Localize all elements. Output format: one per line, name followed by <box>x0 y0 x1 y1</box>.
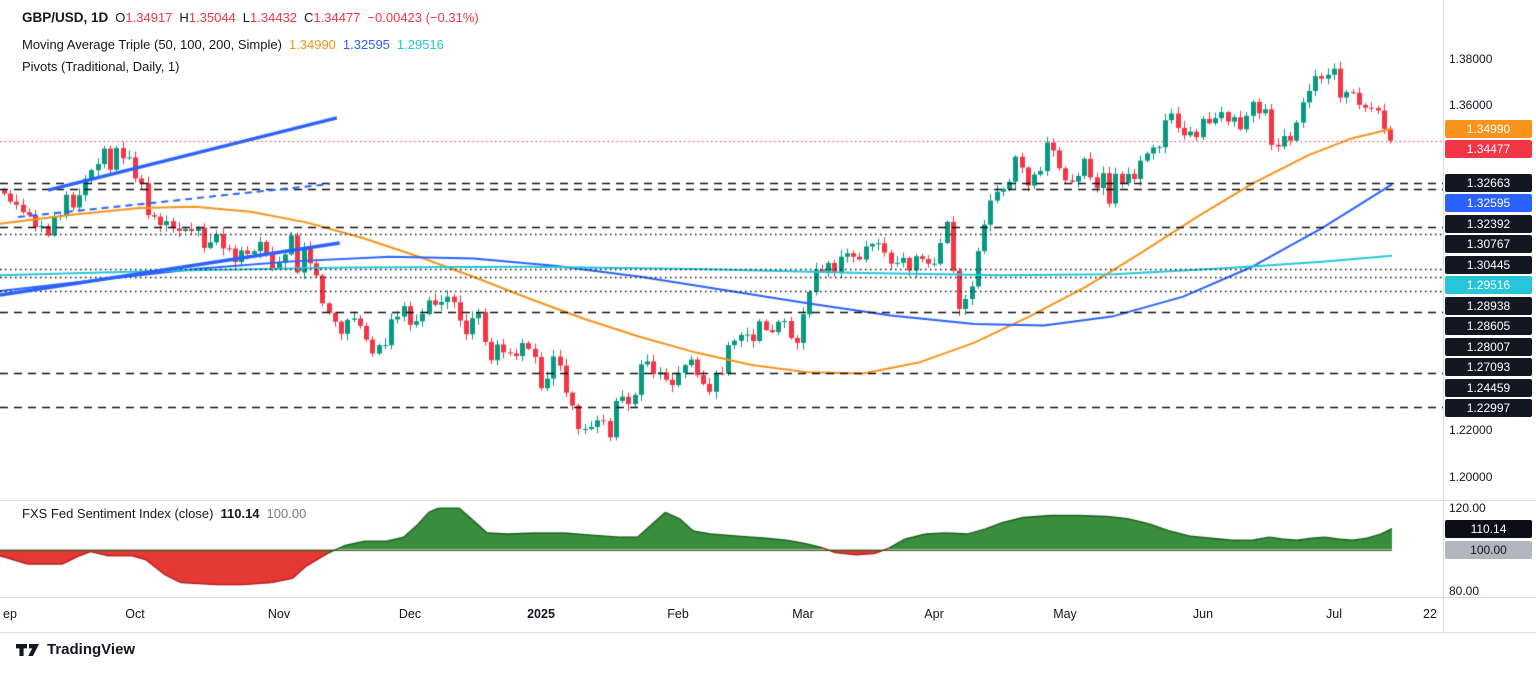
symbol-title[interactable]: GBP/USD, 1D <box>22 10 109 25</box>
price-badge: 1.29516 <box>1445 276 1532 295</box>
price-badge: 1.28605 <box>1445 317 1532 336</box>
price-badge: 1.22997 <box>1445 399 1532 418</box>
chart-plot-canvas[interactable] <box>0 0 1443 632</box>
price-badge: 1.30767 <box>1445 235 1532 254</box>
ohlc-close: C1.34477 <box>304 10 361 25</box>
sentiment-value: 110.14 <box>220 506 260 521</box>
price-badge: 1.34477 <box>1445 140 1532 159</box>
pivots-study-legend[interactable]: Pivots (Traditional, Daily, 1) <box>22 59 180 74</box>
ohlc-open: O1.34917 <box>115 10 173 25</box>
price-badge: 1.28007 <box>1445 337 1532 356</box>
sentiment-axis-tick: 80.00 <box>1449 583 1480 598</box>
sentiment-baseline-value: 100.00 <box>266 506 307 521</box>
ohlc-low: L1.34432 <box>242 10 298 25</box>
price-axis[interactable]: 1.380001.360001.340001.220001.20000120.0… <box>1443 0 1536 632</box>
time-axis-label: ep <box>3 607 17 621</box>
ma50-value: 1.34990 <box>288 37 336 52</box>
price-axis-tick: 1.22000 <box>1449 423 1493 438</box>
price-axis-separator <box>1443 0 1444 632</box>
time-axis-label: Mar <box>792 607 814 621</box>
time-axis-label: 2025 <box>527 607 555 621</box>
time-axis-label: Dec <box>398 607 422 621</box>
pane-separator[interactable] <box>0 500 1536 501</box>
footer-separator <box>0 632 1536 633</box>
time-axis-label: 22 <box>1423 607 1437 621</box>
time-axis-label: Feb <box>667 607 689 621</box>
time-axis-label: Apr <box>924 607 944 621</box>
time-axis-label: Oct <box>125 607 145 621</box>
price-axis-tick: 1.36000 <box>1449 98 1493 113</box>
price-badge: 1.24459 <box>1445 378 1532 397</box>
main-series-legend[interactable]: GBP/USD, 1D O1.34917 H1.35044 L1.34432 C… <box>22 10 479 25</box>
ma-study-legend[interactable]: Moving Average Triple (50, 100, 200, Sim… <box>22 37 444 52</box>
price-axis-tick: 1.38000 <box>1449 51 1493 66</box>
sentiment-study-title[interactable]: FXS Fed Sentiment Index (close) <box>22 506 214 521</box>
ohlc-high: H1.35044 <box>179 10 236 25</box>
time-axis-separator <box>0 597 1536 598</box>
tradingview-logo-text: TradingView <box>47 641 136 658</box>
sentiment-badge: 100.00 <box>1445 540 1532 559</box>
change-value: −0.00423 (−0.31%) <box>367 10 479 25</box>
time-axis[interactable]: ep Oct Nov Dec 2025 Feb Mar Apr May Jun Jul 22 <box>0 597 1536 632</box>
time-axis-label: Jun <box>1192 607 1214 621</box>
price-axis-tick: 1.20000 <box>1449 469 1493 484</box>
price-badge: 1.32392 <box>1445 214 1532 233</box>
time-axis-label: Nov <box>267 607 291 621</box>
pivots-study-title[interactable]: Pivots (Traditional, Daily, 1) <box>22 59 180 74</box>
sentiment-axis-tick: 120.00 <box>1449 501 1486 516</box>
tradingview-logo-icon <box>16 643 39 656</box>
price-badge: 1.27093 <box>1445 358 1532 377</box>
price-badge: 1.32595 <box>1445 194 1532 213</box>
ma200-value: 1.29516 <box>396 37 444 52</box>
ma100-value: 1.32595 <box>342 37 390 52</box>
price-badge: 1.28938 <box>1445 296 1532 315</box>
sentiment-badge: 110.14 <box>1445 519 1532 538</box>
tradingview-logo[interactable]: TradingView <box>16 641 135 658</box>
time-axis-label: May <box>1053 607 1077 621</box>
ma-study-title[interactable]: Moving Average Triple (50, 100, 200, Sim… <box>22 37 282 52</box>
price-badge: 1.30445 <box>1445 255 1532 274</box>
price-badge: 1.34990 <box>1445 119 1532 138</box>
time-axis-label: Jul <box>1326 607 1342 621</box>
price-badge: 1.32663 <box>1445 173 1532 192</box>
sentiment-study-legend[interactable]: FXS Fed Sentiment Index (close) 110.14 1… <box>22 506 306 521</box>
